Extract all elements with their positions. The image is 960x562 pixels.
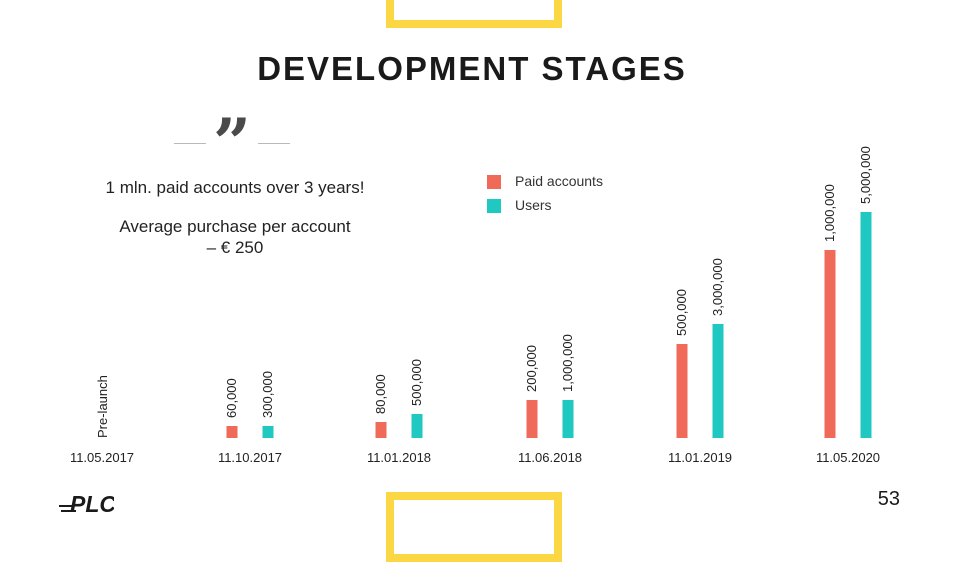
bar-users [860,212,872,438]
svg-text:PLC: PLC [70,491,114,517]
x-tick-label: 11.05.2017 [70,450,134,465]
page-title: DEVELOPMENT STAGES [257,50,687,87]
quote-line-left [174,143,206,144]
data-label-paid: 60,000 [224,378,239,418]
subline-line-2: – € 250 [206,238,264,257]
data-label-paid: 200,000 [524,345,539,392]
legend-swatch-paid [487,175,501,189]
data-label-users: 1,000,000 [560,334,575,392]
data-label-users: 5,000,000 [858,146,873,204]
bar-users [262,426,274,438]
data-label-paid: 80,000 [373,374,388,414]
bar-users [562,400,574,438]
data-label-paid: 1,000,000 [822,184,837,242]
data-label-users: 3,000,000 [710,258,725,316]
top-accent-frame [386,0,562,28]
x-tick-label: 11.06.2018 [518,450,582,465]
bar-chart: 11.05.2017 11.10.2017 60,000 300,000 11.01.2… [70,146,880,465]
plc-logo: PLC [59,491,114,517]
bar-paid-accounts [526,400,538,438]
bar-paid-accounts [676,344,688,438]
data-label-paid: 500,000 [674,289,689,336]
data-label-users: 300,000 [260,371,275,418]
bar-users [712,324,724,438]
page-number: 53 [877,488,900,510]
x-tick-label: 11.05.2020 [816,450,880,465]
data-label-users: 500,000 [409,359,424,406]
legend-label-paid: Paid accounts [515,173,603,189]
legend-label-users: Users [515,197,552,213]
quote-mark-icon: ” [213,104,251,182]
legend-swatch-users [487,199,501,213]
bar-paid-accounts [226,426,238,438]
x-tick-label: 11.01.2019 [668,450,732,465]
quote-line-right [258,143,290,144]
x-tick-label: 11.01.2018 [367,450,431,465]
subline-line-1: Average purchase per account [119,217,351,236]
headline: 1 mln. paid accounts over 3 years! [105,178,365,197]
bar-users [411,414,423,438]
annotation-pre-launch: Pre-launch [95,375,110,438]
quote-ornament: ” [174,110,290,176]
bar-paid-accounts [375,422,387,438]
subline: Average purchase per account – € 250 [60,216,410,258]
bar-paid-accounts [824,250,836,438]
x-tick-label: 11.10.2017 [218,450,282,465]
